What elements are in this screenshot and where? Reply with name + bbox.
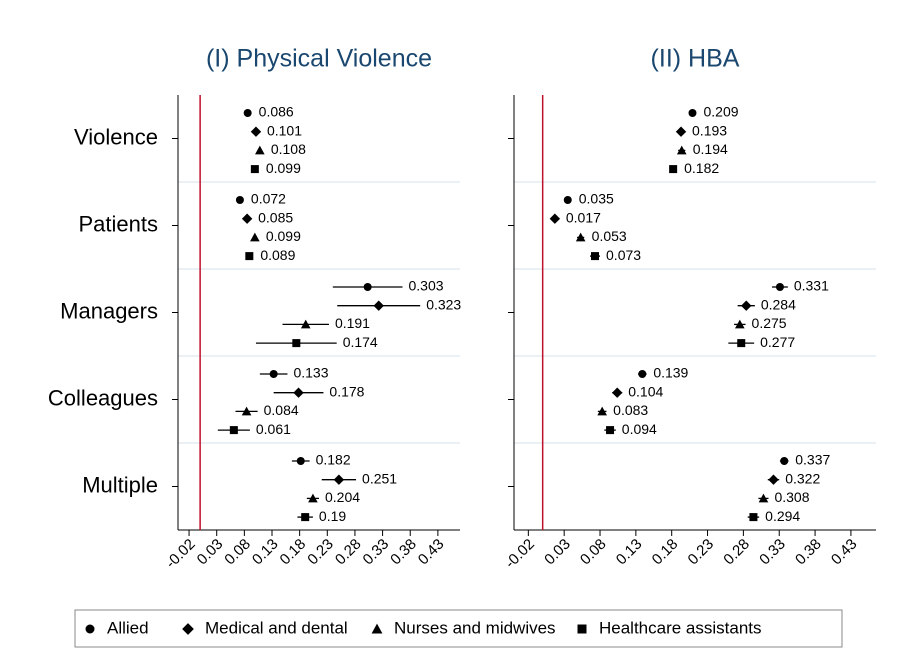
data-label: 0.337 — [795, 452, 830, 468]
marker — [688, 109, 697, 117]
legend-box — [74, 609, 843, 648]
marker — [241, 213, 253, 224]
marker — [293, 387, 304, 398]
data-label: 0.277 — [760, 334, 795, 350]
data-label: 0.303 — [408, 278, 443, 294]
marker — [676, 145, 687, 155]
marker — [308, 493, 318, 503]
marker — [735, 319, 745, 329]
data-label: 0.094 — [622, 421, 657, 437]
data-label: 0.284 — [761, 296, 796, 312]
data-label: 0.194 — [693, 141, 728, 157]
data-label: 0.308 — [774, 489, 809, 505]
data-label: 0.108 — [271, 141, 306, 157]
marker — [250, 232, 260, 242]
marker — [269, 370, 278, 378]
data-label: 0.072 — [251, 191, 286, 207]
data-label: 0.174 — [343, 334, 378, 350]
data-label: 0.193 — [692, 122, 727, 138]
data-label: 0.323 — [426, 296, 461, 312]
data-label: 0.178 — [329, 383, 364, 399]
panel-title: (I) Physical Violence — [206, 45, 432, 73]
marker — [229, 426, 238, 435]
marker — [775, 283, 784, 291]
marker — [768, 474, 779, 485]
marker — [675, 126, 687, 137]
marker — [296, 457, 305, 465]
marker — [373, 300, 384, 311]
legend-label: Allied — [107, 618, 149, 637]
marker — [235, 196, 244, 204]
legend-label: Medical and dental — [205, 618, 348, 637]
marker — [758, 493, 769, 503]
data-label: 0.084 — [264, 402, 299, 418]
marker — [737, 339, 746, 348]
data-label: 0.061 — [256, 421, 291, 437]
marker — [749, 513, 758, 522]
data-label: 0.251 — [362, 470, 397, 486]
marker — [741, 300, 752, 311]
marker — [243, 109, 252, 117]
marker — [245, 252, 254, 261]
data-label: 0.099 — [266, 228, 301, 244]
marker — [363, 283, 372, 291]
data-label: 0.104 — [628, 383, 663, 399]
data-label: 0.133 — [293, 365, 328, 381]
marker — [597, 406, 607, 416]
marker — [577, 624, 587, 634]
data-label: 0.085 — [258, 209, 293, 225]
data-label: 0.294 — [765, 508, 800, 524]
marker — [371, 623, 383, 634]
category-label: Patients — [79, 211, 159, 236]
marker — [241, 406, 252, 416]
marker — [606, 426, 615, 435]
marker — [182, 623, 194, 635]
marker — [563, 196, 572, 204]
marker — [255, 145, 265, 155]
data-label: 0.191 — [335, 315, 370, 331]
data-label: 0.331 — [794, 278, 829, 294]
data-label: 0.073 — [606, 247, 641, 263]
marker — [612, 387, 623, 398]
category-label: Violence — [74, 124, 158, 149]
data-label: 0.035 — [579, 191, 614, 207]
legend-label: Healthcare assistants — [599, 618, 762, 637]
data-label: 0.099 — [266, 160, 301, 176]
marker — [301, 513, 310, 522]
data-label: 0.322 — [785, 470, 820, 486]
marker — [669, 165, 678, 174]
marker — [300, 319, 311, 329]
data-label: 0.053 — [592, 228, 627, 244]
data-label: 0.089 — [260, 247, 295, 263]
marker — [250, 165, 259, 174]
marker — [549, 213, 561, 224]
data-label: 0.017 — [566, 209, 601, 225]
marker — [85, 624, 95, 634]
data-label: 0.086 — [259, 104, 294, 120]
data-label: 0.19 — [319, 508, 346, 524]
legend-label: Nurses and midwives — [394, 618, 556, 637]
data-label: 0.204 — [325, 489, 360, 505]
data-label: 0.139 — [653, 365, 688, 381]
category-label: Managers — [60, 298, 158, 323]
panel-title: (II) HBA — [651, 45, 740, 73]
marker — [780, 457, 789, 465]
data-label: 0.083 — [613, 402, 648, 418]
data-label: 0.182 — [684, 160, 719, 176]
data-label: 0.209 — [703, 104, 738, 120]
marker — [638, 370, 647, 378]
marker — [575, 232, 586, 242]
data-label: 0.182 — [316, 452, 351, 468]
marker — [333, 474, 345, 485]
data-label: 0.101 — [267, 122, 302, 138]
data-label: 0.275 — [752, 315, 787, 331]
marker — [292, 339, 301, 348]
marker — [250, 126, 262, 137]
marker — [591, 252, 600, 261]
category-label: Colleagues — [48, 385, 158, 410]
category-label: Multiple — [82, 472, 158, 497]
